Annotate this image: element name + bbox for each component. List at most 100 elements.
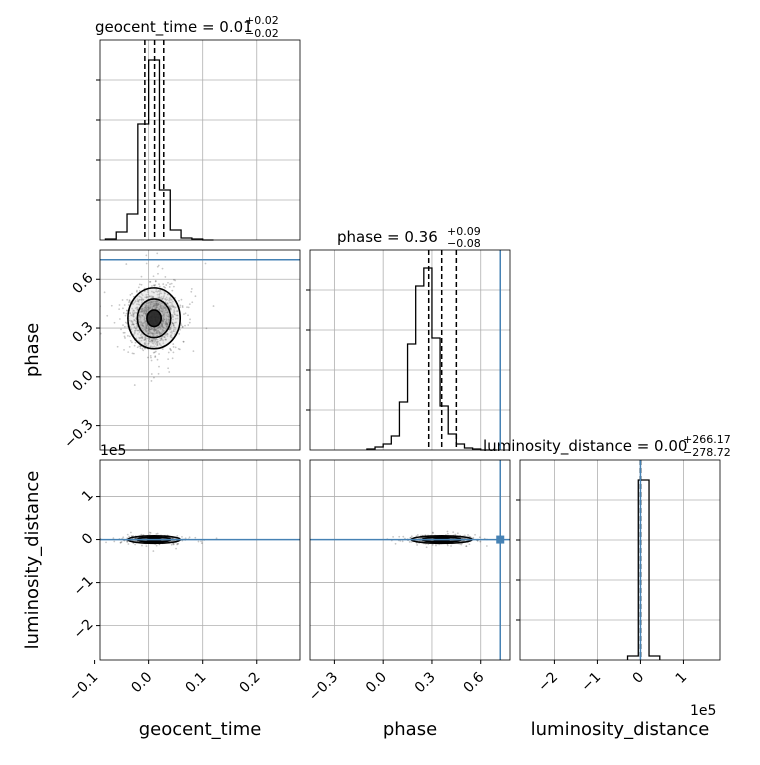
sample-point xyxy=(133,319,136,322)
sample-point xyxy=(432,532,434,534)
sample-point xyxy=(165,319,168,322)
sample-point xyxy=(146,323,149,326)
grid-p22 xyxy=(310,250,510,450)
sample-point xyxy=(149,307,152,310)
sample-point xyxy=(171,322,174,325)
sample-point xyxy=(172,323,175,325)
sample-point xyxy=(129,326,132,328)
sample-point xyxy=(134,543,137,546)
tick-label-x-phase: −0.3 xyxy=(306,669,341,704)
sample-point xyxy=(131,314,134,317)
sample-point xyxy=(152,302,155,305)
sample-point xyxy=(143,310,146,313)
tick-label-x-geocent_time: 0.0 xyxy=(128,669,155,696)
sample-point xyxy=(167,323,169,326)
sample-point xyxy=(162,305,165,308)
sample-point xyxy=(153,303,156,306)
sample-point xyxy=(137,286,140,289)
sample-point xyxy=(143,321,146,324)
frame-p33 xyxy=(519,459,721,661)
sample-point xyxy=(159,292,162,294)
sample-point xyxy=(129,312,131,314)
title-geocent-time-lower: −0.02 xyxy=(245,27,279,40)
sample-point xyxy=(160,337,163,340)
sample-point xyxy=(129,339,132,342)
sample-point xyxy=(170,349,172,352)
sample-point xyxy=(125,312,128,315)
sample-point xyxy=(154,329,156,332)
sample-point xyxy=(138,298,141,301)
sample-point xyxy=(178,332,181,335)
sample-point xyxy=(169,334,172,337)
sample-point xyxy=(156,252,159,255)
sample-point xyxy=(146,333,149,336)
sample-point xyxy=(159,326,162,329)
sample-point xyxy=(133,309,135,312)
sample-point xyxy=(170,305,173,308)
sample-point xyxy=(112,537,115,540)
sample-point xyxy=(128,299,131,302)
sample-point xyxy=(157,332,160,334)
sample-point xyxy=(148,301,151,304)
sample-point xyxy=(167,314,170,317)
sample-point xyxy=(157,290,160,292)
sample-point xyxy=(192,350,195,353)
sample-point xyxy=(162,330,165,332)
sample-point xyxy=(128,300,131,303)
sample-point xyxy=(135,537,137,540)
sample-point xyxy=(152,291,155,294)
sample-point xyxy=(172,316,175,318)
sample-point xyxy=(145,309,148,312)
sample-point xyxy=(156,532,159,535)
sample-point xyxy=(150,306,153,309)
sample-point xyxy=(165,313,168,316)
sample-point xyxy=(156,300,158,303)
sample-point xyxy=(138,295,141,298)
sample-point xyxy=(133,352,135,355)
sample-point xyxy=(158,307,161,310)
sample-point xyxy=(166,323,169,325)
sample-point xyxy=(184,312,187,315)
sample-point xyxy=(156,293,159,296)
sample-point xyxy=(174,328,177,331)
sample-point xyxy=(171,336,174,339)
sample-point xyxy=(159,307,162,309)
sample-point xyxy=(160,332,163,335)
sample-point xyxy=(147,327,150,330)
scatter-p32 xyxy=(310,460,510,660)
sample-point xyxy=(156,302,158,305)
sample-point xyxy=(150,340,153,343)
sample-point xyxy=(147,340,150,342)
sample-point xyxy=(168,315,171,318)
sample-point xyxy=(420,537,422,540)
frame-p21 xyxy=(99,249,301,451)
sample-point xyxy=(157,329,160,332)
sample-point xyxy=(152,329,155,332)
sample-point xyxy=(165,284,168,286)
sample-point xyxy=(145,307,148,310)
sample-point xyxy=(172,343,175,345)
tick-label-x-luminosity_distance: 0 xyxy=(630,669,648,687)
sample-point xyxy=(158,325,161,327)
sample-point xyxy=(158,309,160,311)
sample-point xyxy=(140,275,143,278)
sample-point xyxy=(152,295,154,298)
grid-p21 xyxy=(100,250,300,450)
sample-point xyxy=(147,329,150,332)
sample-point xyxy=(155,338,158,341)
sample-point xyxy=(131,292,133,295)
sample-point xyxy=(144,296,147,299)
sample-point xyxy=(166,333,168,336)
sample-point xyxy=(172,285,175,288)
sample-point xyxy=(124,337,126,339)
sample-point xyxy=(148,281,151,283)
sample-point xyxy=(446,532,449,535)
sample-point xyxy=(149,331,152,333)
sample-point xyxy=(166,303,169,305)
sample-point xyxy=(119,541,122,544)
sample-point xyxy=(130,535,133,537)
sample-point xyxy=(171,305,174,308)
sample-point xyxy=(155,290,157,293)
sample-point xyxy=(162,316,165,319)
sample-point xyxy=(149,303,152,305)
